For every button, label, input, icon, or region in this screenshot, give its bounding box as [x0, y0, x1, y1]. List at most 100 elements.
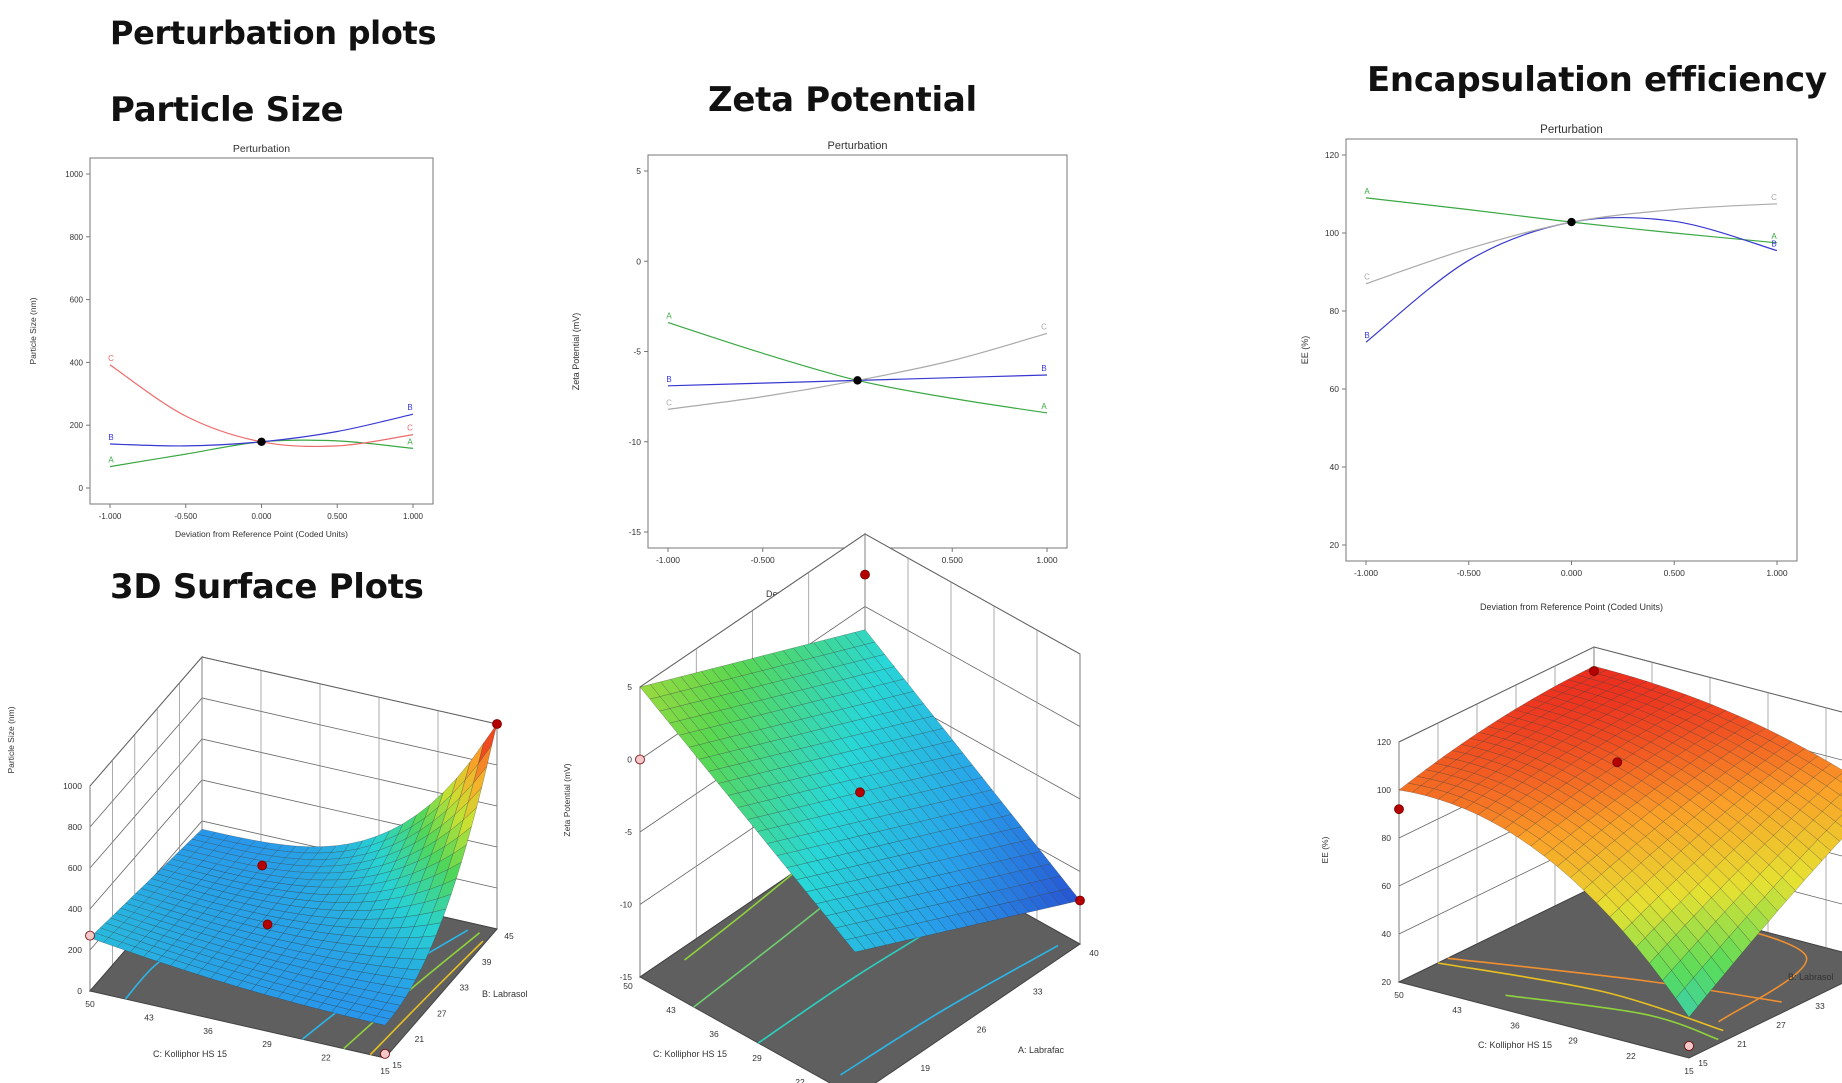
- surface-particle-size-ytick-label: 33: [459, 983, 469, 993]
- surface-zeta-floor-contour: [840, 944, 1059, 1076]
- surface-ee-xtick-label: 29: [1568, 1036, 1578, 1046]
- surface-ee-design-point: [1589, 666, 1599, 676]
- surface-particle-size-xtick-label: 22: [321, 1053, 331, 1063]
- perturb-zeta-ytick-label: -10: [629, 437, 642, 447]
- perturb-ee-xtick-label: -0.500: [1457, 568, 1481, 578]
- perturb-particle-size-series-B-start-label: B: [108, 433, 113, 442]
- surface-particle-size-design-point: [262, 919, 273, 930]
- surface-ee-floor-contour: [1505, 994, 1719, 1041]
- surface-particle-size-ztick-label: 200: [68, 945, 82, 955]
- perturb-ee-series-C-start-label: C: [1364, 273, 1370, 282]
- page-title: Perturbation plots: [110, 14, 437, 52]
- surface-zeta-design-point: [855, 787, 865, 798]
- surface-particle-size-surface-cell: [371, 1015, 391, 1026]
- surface-particle-size-ztick-label: 1000: [63, 781, 82, 791]
- surface-particle-size-group: [85, 655, 502, 1059]
- perturb-ee-xlabel: Deviation from Reference Point (Coded Un…: [1480, 602, 1663, 612]
- surface-ee-ytick-label: 27: [1776, 1020, 1786, 1030]
- perturb-zeta-ytick-label: -15: [629, 527, 642, 537]
- perturb-zeta-series-A-end-label: A: [1041, 402, 1047, 411]
- perturb-ee-ytick-label: 100: [1325, 228, 1339, 238]
- perturb-particle-size-ylabel: Particle Size (nm): [28, 297, 38, 364]
- surface-particle-size-design-point: [257, 860, 268, 871]
- surface-zeta-ztick-label: 5: [627, 682, 632, 692]
- surface-ee-group: [1394, 646, 1842, 1059]
- perturb-zeta-series-C-start-label: C: [666, 398, 672, 407]
- surface-ee-ztick-label: 20: [1382, 977, 1392, 987]
- surface-zeta-zlabel: Zeta Potential (mV): [562, 763, 572, 836]
- surface-ee-ztick-label: 60: [1382, 881, 1392, 891]
- surface-zeta-ytick-label: 26: [977, 1025, 987, 1035]
- perturb-particle-size-reference-point: [257, 437, 266, 447]
- surface-ee-xlabel: C: Kolliphor HS 15: [1478, 1040, 1552, 1050]
- surface-ee-surface-cell: [1835, 814, 1842, 827]
- perturb-ee-ytick-label: 60: [1330, 384, 1340, 394]
- surface-zeta-xtick-label: 36: [709, 1029, 719, 1039]
- surface-ee-ylabel: B: Labrasol: [1788, 972, 1834, 982]
- surface-particle-size-ztick-label: 400: [68, 904, 82, 914]
- perturb-particle-size-series-A-start-label: A: [108, 456, 114, 465]
- surface-particle-size-xtick-label: 43: [144, 1012, 154, 1022]
- surface-zeta-xtick-label: 50: [623, 981, 633, 991]
- perturb-zeta-series-C-end-label: C: [1041, 322, 1047, 331]
- surface-ee-zlabel: EE (%): [1320, 836, 1330, 863]
- surface-particle-size-ytick-label: 15: [392, 1060, 402, 1070]
- surface-zeta-ztick-label: -5: [624, 827, 632, 837]
- perturb-zeta-xtick-label: 1.000: [1036, 555, 1058, 565]
- perturb-zeta-series-B-end-label: B: [1041, 364, 1046, 373]
- surface-zeta-floor-contour: [684, 869, 799, 961]
- perturb-ee-ytick-label: 40: [1330, 462, 1340, 472]
- perturb-particle-size-xlabel: Deviation from Reference Point (Coded Un…: [175, 529, 348, 539]
- perturb-zeta-ylabel: Zeta Potential (mV): [571, 313, 581, 391]
- perturb-zeta-title: Perturbation: [828, 140, 888, 152]
- surface-particle-size-design-point: [380, 1049, 390, 1059]
- surface-ee-ztick-label: 80: [1382, 833, 1392, 843]
- surface-zeta-ztick-label: -10: [620, 900, 633, 910]
- perturb-zeta-xtick-label: -1.000: [656, 555, 680, 565]
- surface-zeta-ylabel: A: Labrafac: [1018, 1045, 1065, 1055]
- perturb-zeta-plot-frame: [647, 154, 1068, 549]
- perturb-zeta-xtick-label: 0.500: [942, 555, 964, 565]
- surface-ee-xtick-label: 43: [1452, 1005, 1462, 1015]
- perturb-particle-size-series-C-end-label: C: [407, 424, 413, 433]
- surface-zeta-surface-cell: [639, 684, 661, 700]
- surface-zeta-xlabel: C: Kolliphor HS 15: [653, 1049, 727, 1059]
- perturb-particle-size-series-A-end-label: A: [407, 437, 413, 446]
- surface-zeta-design-point: [860, 569, 870, 580]
- perturb-ee-xtick-label: 0.500: [1664, 568, 1686, 578]
- perturb-zeta-ytick-label: 0: [636, 256, 641, 266]
- surface-ee-surface-cell: [1839, 792, 1842, 797]
- surface-particle-size-design-point: [492, 719, 502, 729]
- perturb-particle-size-xtick-label: 0.500: [327, 512, 348, 521]
- perturb-ee-ytick-label: 80: [1330, 306, 1340, 316]
- surface-zeta-ytick-label: 40: [1089, 948, 1099, 958]
- perturb-particle-size-plot-frame: [89, 157, 434, 505]
- perturb-particle-size-xtick-label: -1.000: [99, 512, 122, 521]
- perturb-particle-size-ytick-label: 1000: [65, 170, 83, 179]
- perturb-zeta-reference-point: [853, 376, 862, 385]
- surface-particle-size-ytick-label: 39: [482, 957, 492, 967]
- surface-zeta-xtick-label: 22: [795, 1077, 805, 1083]
- surface-zeta-design-point: [635, 754, 645, 765]
- surface-zeta-design-point: [1075, 895, 1085, 906]
- surface-ee-design-point: [1394, 804, 1404, 815]
- perturb-particle-size-ytick-label: 600: [70, 296, 84, 305]
- surface-particle-size-ytick-label: 45: [504, 931, 514, 941]
- surface-particle-size-ztick-label: 600: [68, 863, 82, 873]
- perturb-ee-plot-frame: [1345, 138, 1798, 562]
- perturb-particle-size-ytick-label: 800: [70, 233, 84, 242]
- perturb-zeta-ytick-label: 5: [636, 166, 641, 176]
- surface-particle-size-xtick-label: 15: [380, 1066, 390, 1076]
- perturb-zeta-series-B-start-label: B: [666, 375, 671, 384]
- surface-ee-ytick-label: 15: [1698, 1058, 1708, 1068]
- perturb-ee-title: Perturbation: [1540, 124, 1603, 136]
- surface-ee-xtick-label: 36: [1510, 1020, 1520, 1030]
- perturb-particle-size-xtick-label: 1.000: [403, 512, 424, 521]
- surface-particle-size-ztick-label: 800: [68, 822, 82, 832]
- surface-ee-floor-contour: [1447, 957, 1782, 1003]
- surface-zeta-group: [635, 533, 1085, 1083]
- surface-particle-size-xtick-label: 29: [262, 1039, 272, 1049]
- perturb-zeta-series-A-start-label: A: [666, 312, 672, 321]
- surface-ee-floor-contour: [1437, 962, 1724, 1032]
